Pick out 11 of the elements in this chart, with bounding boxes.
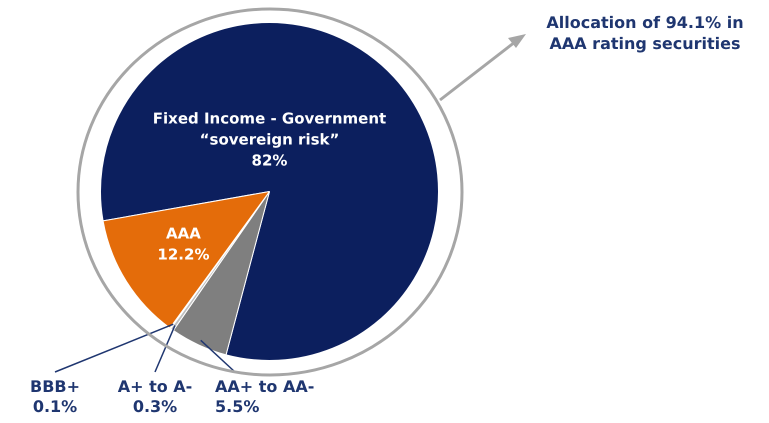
slice-label: A+ to A- bbox=[118, 377, 192, 396]
text: Allocation of 94.1% in AAA rating securities bbox=[546, 13, 744, 54]
slice-label: AAA bbox=[166, 224, 202, 243]
data-label: 5.5% bbox=[215, 397, 260, 416]
data-label: 0.3% bbox=[132, 397, 178, 416]
data-label: 12.2% bbox=[157, 246, 210, 264]
slice-label: AA+ to AA- bbox=[215, 377, 314, 396]
data-label: 82% bbox=[252, 152, 288, 170]
data-label: 0.1% bbox=[32, 397, 78, 416]
slice-label: BBB+ bbox=[30, 377, 80, 396]
slice-label: Fixed Income - Government “sovereign risk” bbox=[152, 110, 386, 149]
